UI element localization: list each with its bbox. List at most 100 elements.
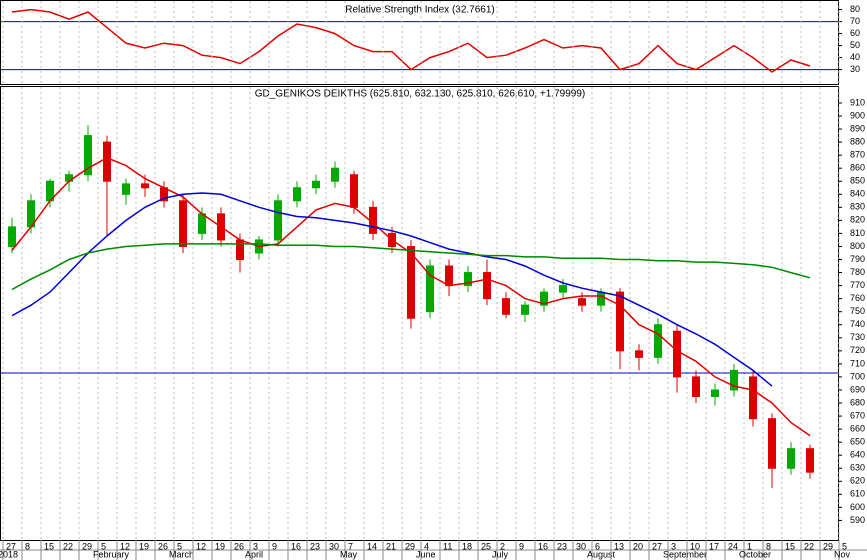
month-label: 2018 (0, 549, 18, 559)
month-label: July (492, 549, 509, 559)
x-tick-label: 27 (652, 541, 662, 551)
candle-body (236, 239, 244, 261)
candle-body (540, 291, 548, 306)
y-tick-label: 760 (850, 293, 865, 303)
x-tick-label: 10 (690, 541, 700, 551)
y-tick-label: 50 (850, 40, 860, 50)
x-tick-label: 3 (671, 541, 676, 551)
x-tick-label: 15 (785, 541, 795, 551)
candle-body (635, 350, 643, 358)
y-tick-label: 650 (850, 437, 865, 447)
month-label: February (93, 549, 130, 559)
y-tick-label: 840 (850, 189, 865, 199)
candle-body (445, 265, 453, 287)
x-tick-label: 5 (177, 541, 182, 551)
candle-body (749, 376, 757, 420)
candle-body (483, 272, 491, 300)
x-tick-label: 6 (595, 541, 600, 551)
y-tick-label: 800 (850, 241, 865, 251)
candle-body (350, 174, 358, 208)
y-tick-label: 40 (850, 52, 860, 62)
x-tick-label: 26 (158, 541, 168, 551)
candle-body (559, 285, 567, 293)
y-tick-label: 30 (850, 64, 860, 74)
x-tick-label: 1 (747, 541, 752, 551)
candle-body (179, 200, 187, 247)
y-tick-label: 910 (850, 97, 865, 107)
x-tick-label: 22 (804, 541, 814, 551)
moving-average (11, 156, 811, 437)
x-tick-label: 4 (424, 541, 429, 551)
x-tick-label: 9 (519, 541, 524, 551)
y-tick-label: 770 (850, 280, 865, 290)
y-tick-label: 700 (850, 371, 865, 381)
y-tick-label: 790 (850, 254, 865, 264)
month-label: Nov (834, 549, 851, 559)
x-tick-label: 16 (291, 541, 301, 551)
y-tick-label: 860 (850, 163, 865, 173)
candle-body (616, 291, 624, 352)
y-tick-label: 590 (850, 515, 865, 525)
candle-body (198, 213, 206, 234)
x-tick-label: 15 (44, 541, 54, 551)
x-tick-label: 23 (557, 541, 567, 551)
y-tick-label: 630 (850, 463, 865, 473)
candle-body (103, 141, 111, 182)
month-label: June (416, 549, 436, 559)
x-tick-label: 29 (82, 541, 92, 551)
x-tick-label: 23 (310, 541, 320, 551)
x-tick-label: 2 (500, 541, 505, 551)
y-tick-label: 870 (850, 150, 865, 160)
x-tick-label: 17 (709, 541, 719, 551)
y-tick-label: 80 (850, 4, 860, 14)
x-tick-label: 11 (443, 541, 452, 551)
x-tick-label: 14 (367, 541, 377, 551)
candle-body (8, 226, 16, 247)
candle-body (521, 304, 529, 315)
candle-body (692, 376, 700, 397)
x-tick-label: 3 (253, 541, 258, 551)
y-tick-label: 880 (850, 136, 865, 146)
rsi-title: Relative Strength Index (32.7661) (345, 5, 495, 16)
moving-average (11, 192, 773, 387)
month-label: August (587, 549, 616, 559)
candle-body (502, 298, 510, 315)
y-tick-label: 70 (850, 16, 860, 26)
y-tick-label: 600 (850, 502, 865, 512)
candle-body (673, 330, 681, 378)
y-tick-label: 890 (850, 123, 865, 133)
x-tick-label: 8 (25, 541, 30, 551)
candle-body (597, 291, 605, 306)
price-title: GD_GENIKOS DEIKTHS (625.810, 632.130, 62… (255, 89, 586, 100)
candle-body (730, 369, 738, 391)
x-tick-label: 13 (614, 541, 624, 551)
candle-body (654, 324, 662, 358)
y-tick-label: 690 (850, 384, 865, 394)
x-tick-label: 22 (63, 541, 73, 551)
y-tick-label: 60 (850, 28, 860, 38)
moving-average (11, 243, 811, 291)
y-tick-label: 740 (850, 319, 865, 329)
month-label: October (739, 549, 771, 559)
candle-body (426, 265, 434, 313)
candle-body (768, 418, 776, 469)
y-tick-label: 610 (850, 489, 865, 499)
candle-body (293, 187, 301, 202)
x-tick-label: 5 (842, 541, 847, 551)
x-tick-label: 29 (405, 541, 415, 551)
candle-body (312, 180, 320, 189)
month-label: April (245, 549, 263, 559)
candle-body (274, 200, 282, 241)
y-tick-label: 640 (850, 450, 865, 460)
month-label: March (169, 549, 194, 559)
x-tick-label: 8 (766, 541, 771, 551)
y-tick-label: 830 (850, 202, 865, 212)
x-tick-label: 16 (538, 541, 548, 551)
y-tick-label: 620 (850, 476, 865, 486)
candle-body (806, 448, 814, 473)
y-tick-label: 730 (850, 332, 865, 342)
candle-body (407, 245, 415, 319)
x-tick-label: 19 (215, 541, 225, 551)
x-tick-label: 24 (728, 541, 738, 551)
